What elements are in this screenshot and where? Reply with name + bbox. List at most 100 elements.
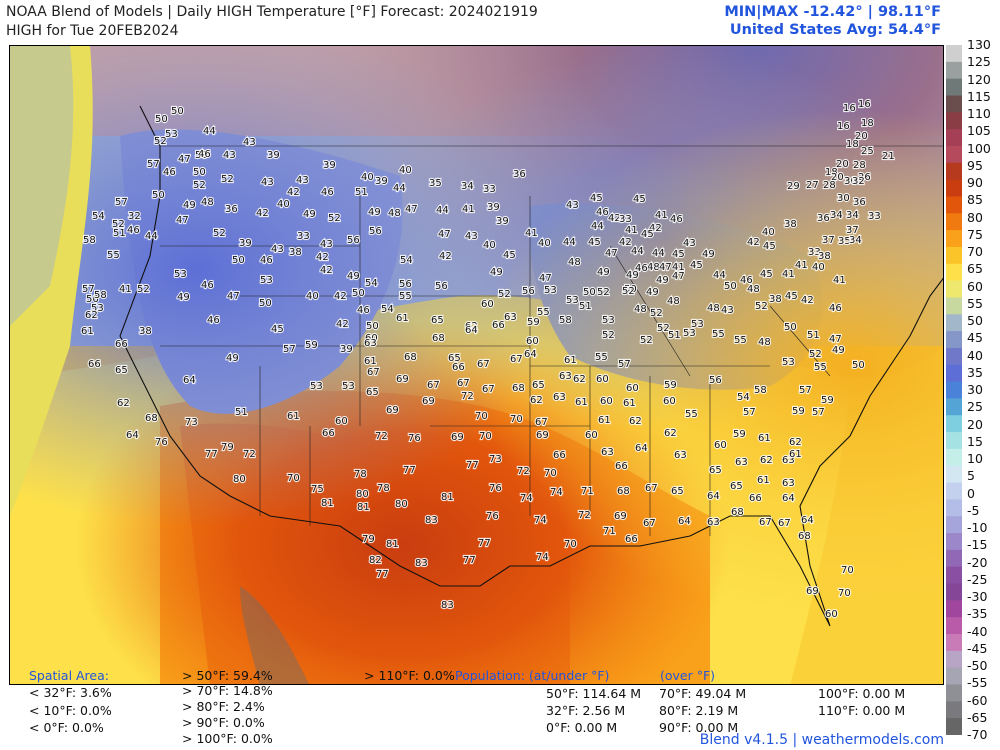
colorbar-segment (946, 583, 962, 601)
station-temperature: 66 (88, 359, 101, 370)
colorbar-segment (946, 95, 962, 113)
stat-lt10: < 10°F: 0.0% (29, 703, 112, 718)
colorbar-tick-label: 50 (967, 313, 983, 328)
station-temperature: 52 (193, 180, 206, 191)
over-label: (over °F) (660, 668, 716, 683)
station-temperature: 67 (427, 380, 440, 391)
station-temperature: 47 (539, 273, 552, 284)
station-temperature: 57 (743, 407, 756, 418)
station-temperature: 38 (818, 251, 831, 262)
station-temperature: 47 (605, 248, 618, 259)
station-temperature: 38 (784, 219, 797, 230)
station-temperature: 51 (668, 330, 681, 341)
station-temperature: 68 (731, 507, 744, 518)
station-temperature: 51 (113, 228, 126, 239)
coast-warm (10, 46, 943, 684)
station-temperature: 70 (544, 468, 557, 479)
station-temperature: 60 (825, 609, 838, 620)
station-temperature: 77 (403, 465, 416, 476)
station-temperature: 39 (375, 176, 388, 187)
station-temperature: 44 (436, 205, 449, 216)
station-temperature: 50 (155, 114, 168, 125)
station-temperature: 54 (381, 304, 394, 315)
colorbar-tick-label: 70 (967, 244, 983, 259)
station-temperature: 16 (858, 99, 871, 110)
station-temperature: 52 (657, 323, 670, 334)
station-temperature: 63 (553, 392, 566, 403)
station-temperature: 48 (758, 337, 771, 348)
station-temperature: 64 (801, 515, 814, 526)
station-temperature: 26 (858, 172, 871, 183)
station-temperature: 42 (649, 223, 662, 234)
station-temperature: 78 (354, 469, 367, 480)
station-temperature: 52 (137, 284, 150, 295)
station-temperature: 43 (320, 239, 333, 250)
station-temperature: 76 (486, 511, 499, 522)
station-temperature: 61 (364, 356, 377, 367)
colorbar-segment (946, 415, 962, 433)
station-temperature: 77 (478, 538, 491, 549)
station-temperature: 60 (663, 396, 676, 407)
station-temperature: 64 (183, 375, 196, 386)
colorbar-segment (946, 314, 962, 332)
colorbar-segment (946, 381, 962, 399)
station-temperature: 63 (674, 450, 687, 461)
station-temperature: 42 (334, 291, 347, 302)
colorbar-segment (946, 533, 962, 551)
station-temperature: 79 (362, 534, 375, 545)
station-temperature: 55 (734, 335, 747, 346)
colorbar-tick-label: 65 (967, 261, 983, 277)
colorbar-tick-label: 85 (967, 192, 983, 208)
colorbar-segment (946, 701, 962, 719)
station-temperature: 42 (619, 237, 632, 248)
station-temperature: 53 (602, 315, 615, 326)
station-temperature: 35 (429, 178, 442, 189)
station-temperature: 57 (812, 407, 825, 418)
station-temperature: 82 (369, 555, 382, 566)
station-temperature: 62 (789, 437, 802, 448)
title-line-1: NOAA Blend of Models | Daily HIGH Temper… (6, 4, 538, 20)
station-temperature: 69 (386, 405, 399, 416)
station-temperature: 62 (85, 310, 98, 321)
station-temperature: 34 (830, 210, 843, 221)
station-temperature: 66 (322, 428, 335, 439)
station-temperature: 63 (782, 455, 795, 466)
station-temperature: 70 (475, 411, 488, 422)
station-temperature: 33 (868, 211, 881, 222)
station-temperature: 41 (782, 269, 795, 280)
station-temperature: 46 (198, 149, 211, 160)
station-temperature: 67 (535, 417, 548, 428)
station-temperature: 67 (645, 483, 658, 494)
station-temperature: 39 (267, 150, 280, 161)
station-temperature: 44 (631, 246, 644, 257)
station-temperature: 37 (846, 225, 859, 236)
station-temperature: 49 (177, 292, 190, 303)
station-temperature: 83 (425, 515, 438, 526)
station-temperature: 49 (490, 267, 503, 278)
station-temperature: 47 (176, 215, 189, 226)
station-temperature: 59 (792, 406, 805, 417)
station-temperature: 70 (287, 473, 300, 484)
station-temperature: 60 (526, 336, 539, 347)
station-temperature: 41 (655, 210, 668, 221)
station-temperature: 49 (303, 209, 316, 220)
min-max-value: MIN|MAX -12.42° | 98.11°F (724, 4, 941, 20)
colorbar-segment (946, 650, 962, 669)
station-temperature: 81 (386, 539, 399, 550)
station-temperature: 49 (183, 200, 196, 211)
station-temperature: 57 (115, 197, 128, 208)
colorbar-ticks: 130 125 120 115 110 105 100 95 90 85 80 75 70 65 60 55 5… (967, 38, 1000, 742)
station-temperature: 43 (271, 244, 284, 255)
station-temperature: 53 (342, 381, 355, 392)
station-temperature: 50 (352, 288, 365, 299)
station-temperature: 57 (283, 344, 296, 355)
station-temperature: 66 (625, 534, 638, 545)
station-temperature: 52 (498, 289, 511, 300)
station-temperature: 36 (225, 204, 238, 215)
station-temperature: 52 (213, 228, 226, 239)
station-temperature: 60 (596, 374, 609, 385)
colorbar-segment (946, 213, 962, 231)
station-temperature: 58 (94, 290, 107, 301)
station-temperature: 64 (465, 325, 478, 336)
